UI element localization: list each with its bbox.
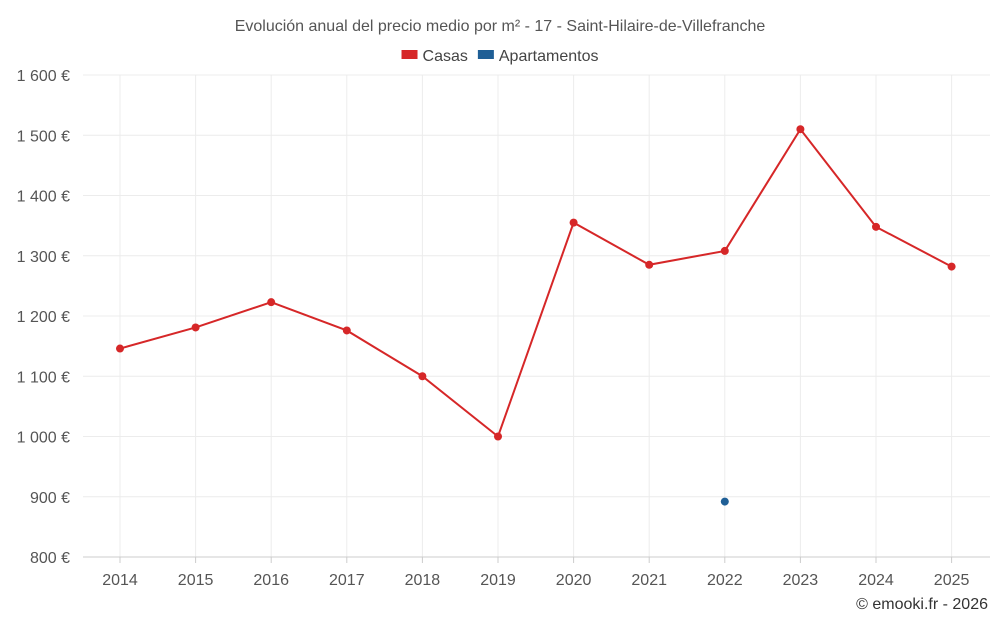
y-tick-label: 900 € <box>30 490 70 507</box>
series-casas <box>116 125 956 441</box>
copyright-footer: © emooki.fr - 2026 <box>856 596 988 613</box>
legend-label: Casas <box>423 48 468 65</box>
x-tick-label: 2017 <box>329 572 365 589</box>
x-tick-label: 2024 <box>858 572 894 589</box>
data-point <box>645 260 654 269</box>
chart-title: Evolución anual del precio medio por m² … <box>235 18 766 35</box>
legend-label: Apartamentos <box>499 48 599 65</box>
y-tick-label: 1 600 € <box>17 68 70 85</box>
x-axis: 2014 2015 2016 2017 2018 2019 2020 2021 2022 2023… <box>83 556 990 589</box>
y-tick-label: 1 000 € <box>17 430 70 447</box>
x-tick-label: 2019 <box>480 572 516 589</box>
legend-swatch <box>401 50 418 59</box>
x-tick-label: 2023 <box>783 572 819 589</box>
y-tick-label: 800 € <box>30 550 70 567</box>
grid <box>83 74 990 558</box>
data-point <box>494 432 502 441</box>
data-point <box>796 125 805 134</box>
y-tick-label: 1 100 € <box>17 369 70 386</box>
y-tick-label: 1 500 € <box>17 128 70 145</box>
x-tick-label: 2015 <box>178 572 214 589</box>
series-layer <box>116 125 956 506</box>
x-tick-label: 2016 <box>253 572 289 589</box>
data-point <box>947 262 956 271</box>
x-tick-label: 2018 <box>405 572 441 589</box>
legend-item-casas: Casas <box>401 48 468 65</box>
series-apartamentos <box>720 497 729 506</box>
y-tick-label: 1 200 € <box>17 309 70 326</box>
chart-legend: Casas Apartamentos <box>401 48 599 65</box>
data-point <box>720 246 729 255</box>
data-point <box>720 497 729 506</box>
series-line-casas <box>119 127 953 439</box>
y-tick-label: 1 300 € <box>17 249 70 266</box>
data-point <box>342 326 351 335</box>
x-tick-label: 2014 <box>102 572 138 589</box>
y-tick-label: 1 400 € <box>17 189 70 206</box>
x-tick-label: 2020 <box>556 572 592 589</box>
legend-item-apartamentos: Apartamentos <box>477 48 599 65</box>
x-tick-label: 2021 <box>631 572 667 589</box>
data-point <box>418 372 427 381</box>
data-point <box>872 222 880 231</box>
x-tick-label: 2025 <box>934 572 970 589</box>
x-tick-label: 2022 <box>707 572 743 589</box>
legend-swatch <box>477 50 494 59</box>
data-point <box>191 323 200 332</box>
y-axis: 800 € 900 € 1 000 € 1 100 € 1 200 € 1 300 € 1 … <box>17 68 70 567</box>
data-point <box>116 344 124 353</box>
data-point <box>569 218 578 227</box>
data-point <box>267 298 276 307</box>
